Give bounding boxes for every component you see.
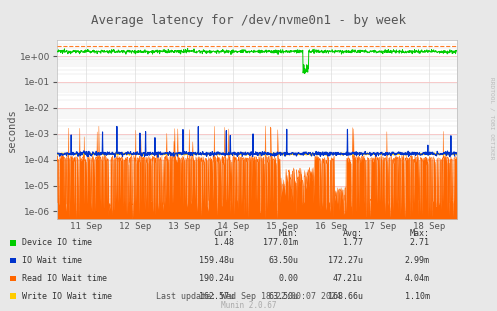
Text: Max:: Max: [410, 229, 430, 238]
Text: 1.10m: 1.10m [405, 292, 430, 300]
Text: Munin 2.0.67: Munin 2.0.67 [221, 301, 276, 310]
Text: Cur:: Cur: [214, 229, 234, 238]
Text: IO Wait time: IO Wait time [22, 256, 83, 265]
Text: Min:: Min: [278, 229, 298, 238]
Text: Avg:: Avg: [343, 229, 363, 238]
Y-axis label: seconds: seconds [7, 108, 17, 152]
Text: 63.50u: 63.50u [268, 256, 298, 265]
Text: 159.48u: 159.48u [199, 256, 234, 265]
Text: RRDTOOL / TOBI OETIKER: RRDTOOL / TOBI OETIKER [490, 77, 495, 160]
Text: 177.01m: 177.01m [263, 239, 298, 247]
Text: 63.50u: 63.50u [268, 292, 298, 300]
Text: 0.00: 0.00 [278, 274, 298, 283]
Text: Last update: Wed Sep 18 22:00:07 2024: Last update: Wed Sep 18 22:00:07 2024 [156, 292, 341, 301]
Text: 1.48: 1.48 [214, 239, 234, 247]
Text: 1.77: 1.77 [343, 239, 363, 247]
Text: 172.27u: 172.27u [328, 256, 363, 265]
Text: 47.21u: 47.21u [333, 274, 363, 283]
Text: Read IO Wait time: Read IO Wait time [22, 274, 107, 283]
Text: Average latency for /dev/nvme0n1 - by week: Average latency for /dev/nvme0n1 - by we… [91, 14, 406, 27]
Text: Device IO time: Device IO time [22, 239, 92, 247]
Text: 168.66u: 168.66u [328, 292, 363, 300]
Text: Write IO Wait time: Write IO Wait time [22, 292, 112, 300]
Text: 2.99m: 2.99m [405, 256, 430, 265]
Text: 2.71: 2.71 [410, 239, 430, 247]
Text: 4.04m: 4.04m [405, 274, 430, 283]
Text: 190.24u: 190.24u [199, 274, 234, 283]
Text: 162.57u: 162.57u [199, 292, 234, 300]
